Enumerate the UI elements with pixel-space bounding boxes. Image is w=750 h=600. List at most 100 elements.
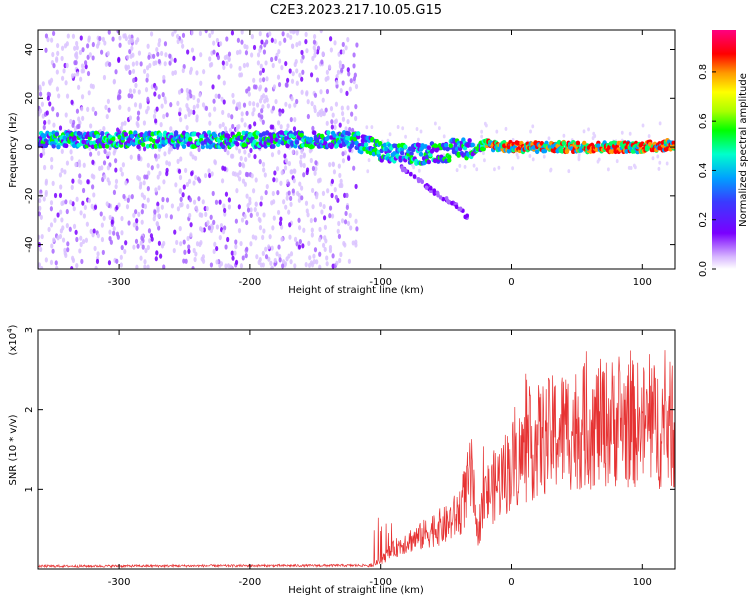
spectrogram-noise-point [329,47,333,53]
spectrogram-tail-point [465,213,470,218]
spectrogram-noise-point [239,240,243,247]
spectrogram-noise-point [223,207,227,214]
spectrogram-noise-point [226,236,230,243]
spectrogram-noise-point [658,121,662,126]
spectrogram-noise-point [187,248,191,254]
spectrogram-noise-point [174,182,178,188]
spectrogram-noise-point [89,151,93,157]
spectrogram-noise-point [164,213,169,219]
spectrogram-noise-point [65,62,69,69]
spectrogram-noise-point [333,40,337,46]
spectrogram-noise-point [615,159,619,164]
spectrogram-noise-point [338,257,342,264]
spectrogram-noise-point [61,225,65,231]
spectrogram-noise-point [169,126,173,132]
spectrogram-noise-point [74,161,78,168]
spectrogram-noise-point [279,216,283,222]
spectrogram-noise-point [208,62,213,68]
spectrogram-noise-point [198,92,202,98]
spectrogram-noise-point [255,254,259,260]
spectrogram-noise-point [297,244,302,250]
spectrogram-noise-point [41,81,45,87]
spectrogram-noise-point [349,225,353,231]
spectrogram-noise-point [282,199,286,205]
spectrogram-noise-point [245,219,249,226]
spectrogram-noise-point [40,101,44,107]
spectrogram-band-point [51,143,56,149]
spectrogram-noise-point [261,234,265,240]
spectrogram-noise-point [242,62,247,69]
spectrogram-noise-point [253,153,257,160]
spectrogram-x-tick-label: -300 [108,277,131,288]
spectrogram-noise-point [71,178,75,184]
spectrogram-noise-point [265,39,269,45]
spectrogram-noise-point [280,170,284,176]
spectrogram-noise-point [475,167,479,172]
spectrogram-noise-point [281,263,285,269]
spectrogram-noise-point [80,106,84,112]
spectrogram-noise-point [103,40,107,46]
spectrogram-noise-point [208,120,212,126]
spectrogram-noise-point [221,109,225,116]
spectrogram-noise-point [306,99,310,105]
spectrogram-band-point [235,141,240,147]
spectrogram-noise-point [179,241,183,247]
spectrogram-band-point [426,159,432,165]
spectrogram-noise-point [271,62,275,69]
spectrogram-tail-point [450,201,454,206]
snr-scale-suffix: ) [8,324,19,328]
spectrogram-noise-point [64,199,68,205]
spectrogram-noise-point [49,77,54,83]
colorbar-gradient [712,30,736,269]
spectrogram-noise-point [218,234,222,241]
spectrogram-band-point [213,133,218,139]
spectrogram-noise-point [42,196,46,202]
spectrogram-noise-point [95,43,100,49]
spectrogram-noise-point [336,69,341,75]
spectrogram-noise-point [146,43,150,49]
spectrogram-noise-point [146,73,150,79]
spectrogram-noise-point [339,49,343,55]
spectrogram-band-point [582,140,587,146]
spectrogram-noise-point [252,44,257,51]
spectrogram-noise-point [300,195,304,201]
spectrogram-noise-point [130,45,134,51]
spectrogram-band-point [253,134,259,140]
spectrogram-noise-point [186,235,190,242]
spectrogram-noise-point [146,264,150,269]
spectrogram-noise-point [94,110,98,117]
spectrogram-noise-point [65,160,70,166]
spectrogram-noise-point [66,241,70,247]
spectrogram-x-tick-label: -100 [369,277,392,288]
spectrogram-noise-point [348,86,352,92]
spectrogram-noise-point [577,157,581,162]
spectrogram-noise-point [287,160,292,167]
snr-y-label: SNR (10 * v/v) [8,414,19,485]
spectrogram-noise-point [245,62,250,68]
spectrogram-noise-point [38,108,43,114]
spectrogram-noise-point [72,223,77,229]
spectrogram-noise-point [80,94,85,100]
spectrogram-noise-point [108,229,112,235]
spectrogram-band-point [104,143,110,149]
spectrogram-tail-point [438,195,443,200]
spectrogram-noise-point [345,192,349,198]
spectrogram-noise-point [182,64,186,70]
spectrogram-noise-point [318,236,322,243]
spectrogram-noise-point [180,38,184,44]
spectrogram-band-point [454,146,460,152]
spectrogram-noise-point [92,192,96,198]
spectrogram-noise-point [288,222,292,228]
spectrogram-noise-point [237,204,241,210]
spectrogram-noise-point [108,214,112,221]
spectrogram-noise-point [343,192,347,198]
spectrogram-noise-point [106,98,110,104]
spectrogram-noise-point [213,160,218,166]
spectrogram-noise-point [511,166,515,171]
spectrogram-noise-point [64,80,68,86]
spectrogram-band-point [470,142,475,148]
spectrogram-noise-point [86,179,90,185]
spectrogram-noise-point [256,60,261,66]
spectrogram-noise-point [297,197,301,203]
